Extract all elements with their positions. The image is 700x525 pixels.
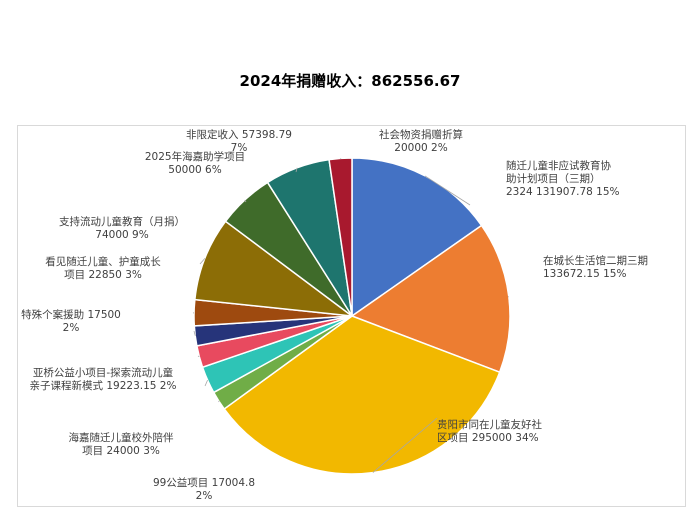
leader-line-7 (193, 330, 196, 337)
leader-line-5 (204, 379, 208, 387)
slice-label-12: 社会物资捐赠折算 20000 2% (379, 128, 463, 154)
leader-line-12 (340, 158, 342, 160)
slice-label-line: 20000 2% (394, 142, 447, 154)
chart-frame (17, 125, 686, 507)
slice-label-line: 99公益项目 17004.8 (153, 476, 255, 489)
leader-line-3 (372, 417, 438, 473)
slice-label-6: 亚桥公益小项目-探索流动儿童亲子课程新模式 19223.15 2% (30, 366, 177, 392)
pie-slices (193, 157, 511, 475)
leader-lines (192, 158, 509, 473)
slice-labels: 随迁儿童非应试教育协助计划项目（三期） 2324 131907.78 15% 在城长… (21, 128, 648, 502)
slice-label-2: 在城长生活馆二期三期 133672.15 15% (543, 254, 648, 280)
pie-slice-9 (194, 220, 355, 318)
slice-label-9: 支持流动儿童教育（月捐） 74000 9% (59, 215, 185, 241)
slice-label-line: 2025年海嘉助学项目 (145, 150, 245, 163)
slice-label-line: 社会物资捐赠折算 (379, 128, 463, 141)
slice-label-3: 贵阳市同在儿童友好社区项目 295000 34% (437, 418, 542, 444)
slice-label-line: 项目 24000 3% (82, 445, 160, 457)
slice-label-line: 亚桥公益小项目-探索流动儿童 (33, 366, 174, 379)
slice-label-line: 2% (63, 322, 80, 334)
slice-label-7: 特殊个案援助 17500 2% (21, 308, 121, 334)
slice-label-line: 2% (196, 490, 213, 502)
slice-label-line: 非限定收入 57398.79 (186, 128, 292, 141)
slice-label-4: 99公益项目 17004.8 2% (153, 476, 255, 502)
slice-label-line: 特殊个案援助 17500 (21, 308, 121, 321)
slice-label-8: 看见随迁儿童、护童成长项目 22850 3% (45, 255, 161, 281)
leader-line-9 (199, 258, 206, 265)
slice-label-line: 支持流动儿童教育（月捐） (59, 215, 185, 228)
slice-label-line: 在城长生活馆二期三期 (543, 254, 648, 267)
slice-label-line: 助计划项目（三期） (506, 172, 601, 185)
slice-label-line: 区项目 295000 34% (437, 432, 539, 444)
slice-label-1: 随迁儿童非应试教育协助计划项目（三期） 2324 131907.78 15% (506, 159, 620, 198)
slice-label-line: 贵阳市同在儿童友好社 (437, 418, 542, 431)
slice-label-line: 海嘉随迁儿童校外陪伴 (69, 431, 174, 444)
slice-label-10: 2025年海嘉助学项目 50000 6% (145, 150, 245, 176)
slice-label-line: 随迁儿童非应试教育协 (506, 159, 611, 172)
slice-label-line: 亲子课程新模式 19223.15 2% (30, 379, 177, 392)
slice-label-line: 7% (231, 142, 248, 154)
leader-line-10 (244, 199, 247, 203)
slice-label-11: 非限定收入 57398.79 7% (186, 128, 292, 154)
leader-line-1 (424, 175, 471, 206)
leader-line-6 (197, 355, 200, 358)
slice-label-line: 2324 131907.78 15% (506, 186, 620, 198)
leader-line-11 (295, 167, 298, 173)
slice-label-line: 项目 22850 3% (64, 269, 142, 281)
slice-label-line: 133672.15 15% (543, 268, 626, 280)
chart-title: 2024年捐赠收入：862556.67 (239, 72, 461, 90)
slice-label-5: 海嘉随迁儿童校外陪伴项目 24000 3% (69, 431, 174, 457)
slice-label-line: 看见随迁儿童、护童成长 (45, 255, 161, 268)
slice-label-line: 74000 9% (95, 229, 148, 241)
slice-label-line: 50000 6% (168, 164, 221, 176)
